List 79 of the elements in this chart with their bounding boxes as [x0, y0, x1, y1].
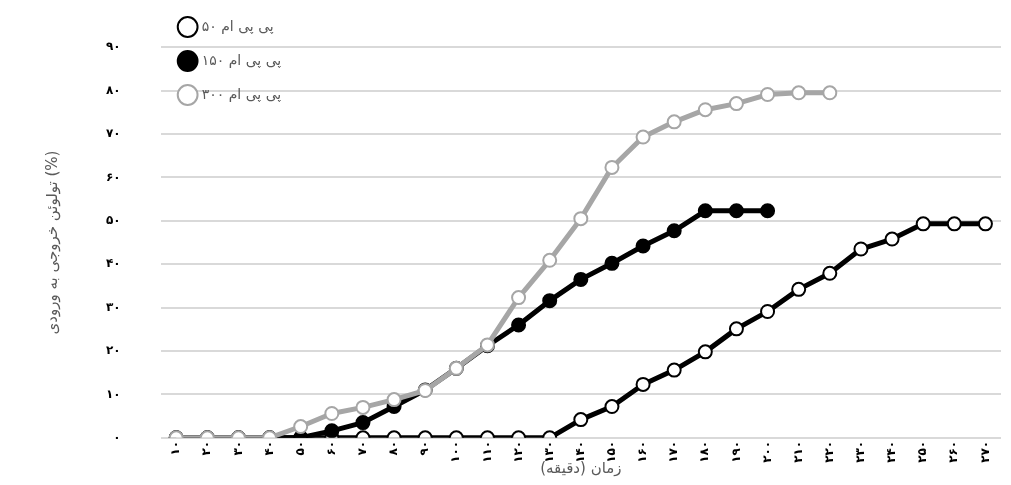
point [573, 271, 589, 287]
point [760, 304, 776, 320]
point [946, 216, 962, 232]
point [728, 96, 744, 112]
x-tick-label: ۱۲۰ [510, 440, 525, 463]
point [915, 216, 931, 232]
point [635, 238, 651, 254]
point [760, 87, 776, 103]
point [542, 252, 558, 268]
point [293, 419, 309, 435]
point [760, 203, 776, 219]
point [635, 376, 651, 392]
point [573, 412, 589, 428]
x-tick-label: ۱۱۰ [479, 440, 494, 463]
point [386, 392, 402, 408]
point [666, 114, 682, 130]
x-tick-label: ۲۱۰ [790, 440, 805, 463]
x-tick-label: ۲۴۰ [884, 440, 899, 463]
x-tick-label: ۲۶۰ [946, 440, 961, 463]
point [355, 399, 371, 415]
point [822, 85, 838, 101]
point [791, 281, 807, 297]
y-tick-label: ۴۰ [105, 256, 121, 271]
point [884, 231, 900, 247]
x-tick-label: ۲۷۰ [977, 440, 992, 463]
y-tick-label: ۲۰ [105, 343, 121, 358]
point [604, 255, 620, 271]
x-tick-label: ۴۰ [261, 440, 276, 456]
point [604, 399, 620, 415]
legend-label: ۳۰۰ پی پی ام [201, 85, 282, 103]
x-tick-label: ۱۷۰ [666, 440, 681, 463]
point [573, 211, 589, 227]
x-tick-label: ۲۳۰ [853, 440, 868, 463]
x-tick-label: ۱۰ [168, 440, 183, 456]
point [822, 265, 838, 281]
point [853, 241, 869, 257]
y-tick-label: ۵۰ [105, 212, 121, 227]
x-tick-label: ۲۰۰ [759, 440, 774, 463]
point [791, 85, 807, 101]
point [666, 362, 682, 378]
x-tick-label: ۵۰ [292, 440, 307, 456]
point [697, 203, 713, 219]
legend-label: ۵۰ پی پی ام [201, 17, 274, 35]
point [728, 203, 744, 219]
point [355, 415, 371, 431]
point [635, 129, 651, 145]
point [697, 344, 713, 360]
point [511, 317, 527, 333]
x-tick-label: ۱۶۰ [635, 440, 650, 463]
y-tick-label: ۷۰ [105, 126, 121, 141]
x-tick-label: ۱۵۰ [604, 440, 619, 463]
y-tick-label: ۸۰ [105, 82, 121, 97]
point [324, 423, 340, 438]
point [728, 321, 744, 337]
y-tick-label: ۹۰ [105, 39, 121, 54]
x-tick-label: ۹۰ [417, 440, 432, 456]
point [977, 216, 993, 232]
point [604, 159, 620, 175]
x-tick-label: ۱۹۰ [728, 440, 743, 463]
x-tick-label: ۲۲۰ [821, 440, 836, 463]
x-tick-label: ۲۰ [199, 440, 214, 456]
y-axis-title: تولوئن خروجی به ورودی (%) [42, 150, 61, 335]
legend-label: ۱۵۰ پی پی ام [201, 51, 282, 69]
x-tick-label: ۶۰ [323, 440, 338, 456]
x-tick-label: ۲۵۰ [915, 440, 930, 463]
point [666, 223, 682, 239]
y-tick-label: ۳۰ [105, 299, 121, 314]
x-tick-label: ۱۸۰ [697, 440, 712, 463]
x-tick-label: ۳۰ [230, 440, 245, 456]
point [697, 102, 713, 118]
y-tick-label: ۱۰ [105, 386, 121, 401]
point [542, 293, 558, 309]
point [511, 290, 527, 306]
x-tick-label: ۸۰ [386, 440, 401, 456]
x-tick-label: ۷۰ [355, 440, 370, 456]
y-tick-label: ۶۰ [105, 169, 121, 184]
x-tick-label: ۱۰۰ [448, 440, 463, 463]
y-tick-label: ۰ [113, 429, 121, 444]
point [324, 406, 340, 421]
